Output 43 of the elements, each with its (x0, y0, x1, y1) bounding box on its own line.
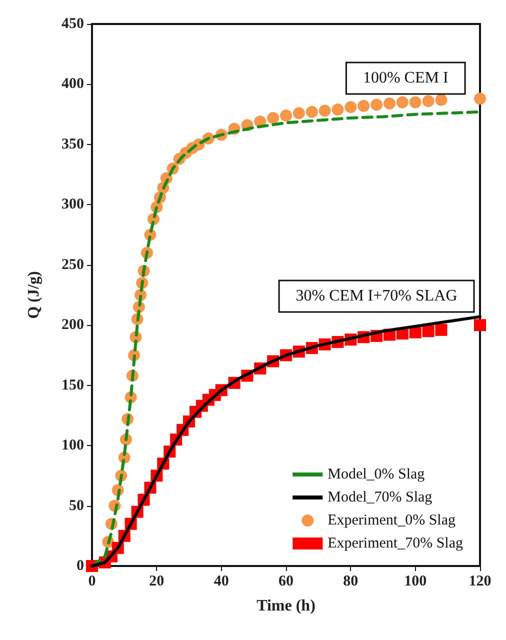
y-tick-label: 50 (69, 498, 84, 514)
x-tick-label: 40 (214, 574, 229, 590)
point (306, 106, 318, 118)
point (267, 112, 280, 124)
point (383, 97, 396, 110)
point (435, 94, 448, 106)
point (409, 96, 422, 108)
annotation: 100% CEM I (362, 70, 448, 87)
y-tick-label: 200 (62, 317, 84, 334)
y-tick-label: 450 (62, 16, 84, 32)
point (344, 101, 357, 114)
x-tick-label: 100 (404, 574, 427, 590)
point (332, 104, 344, 116)
y-tick-label: 100 (62, 438, 84, 454)
y-tick-label: 250 (62, 256, 84, 273)
y-tick-label: 150 (62, 377, 84, 394)
legend-label: Model_0% Slag (328, 466, 426, 482)
point (422, 325, 434, 338)
y-axis-title: Q (J/g) (26, 271, 42, 319)
point (474, 92, 486, 105)
x-tick-label: 80 (343, 574, 358, 590)
legend-label: Experiment_0% Slag (328, 512, 456, 528)
x-tick-label: 120 (468, 574, 492, 590)
y-tick-label: 400 (62, 76, 84, 92)
point (435, 324, 448, 336)
x-axis-title: Time (h) (256, 598, 316, 614)
x-tick-label: 20 (149, 574, 164, 590)
point (370, 98, 383, 111)
point (280, 110, 292, 122)
point (358, 100, 370, 112)
x-tick-label: 60 (278, 574, 294, 590)
point (422, 95, 434, 108)
point (396, 96, 408, 108)
legend-label: Experiment_70% Slag (328, 536, 464, 552)
y-tick-label: 350 (62, 136, 84, 152)
legend-label: Model_70% Slag (328, 490, 433, 506)
annotation: 30% CEM I+70% SLAG (296, 288, 458, 305)
x-tick-label: 0 (88, 574, 96, 590)
point (318, 104, 331, 117)
y-tick-label: 300 (62, 196, 84, 213)
point (474, 319, 486, 332)
point (292, 107, 305, 120)
y-tick-label: 0 (76, 558, 84, 574)
